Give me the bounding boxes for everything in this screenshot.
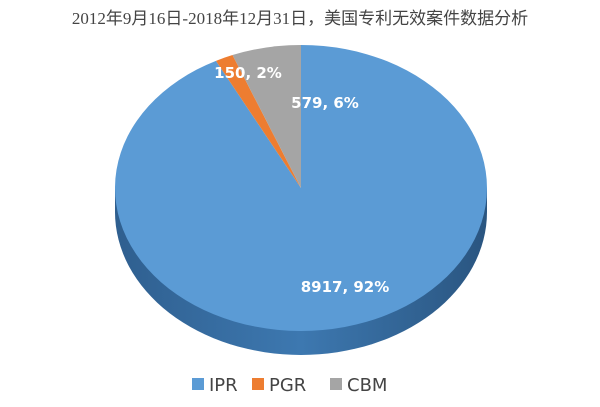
pie-slice-cbm (232, 45, 301, 188)
pie-slice-pgr (215, 55, 301, 188)
data-label-cbm: 579, 6% (291, 94, 359, 112)
legend-label-cbm: CBM (347, 375, 387, 396)
data-label-pgr: 150, 2% (214, 64, 282, 82)
legend-swatch-ipr (192, 378, 204, 390)
legend-swatch-pgr (252, 378, 264, 390)
data-label-ipr: 8917, 92% (301, 278, 390, 296)
legend-label-pgr: PGR (269, 375, 306, 396)
pie-slice-ipr (115, 45, 488, 331)
chart-title: 2012年9月16日-2018年12月31日，美国专利无效案件数据分析 (71, 9, 529, 28)
legend-swatch-cbm (330, 378, 342, 390)
legend-label-ipr: IPR (209, 375, 238, 396)
